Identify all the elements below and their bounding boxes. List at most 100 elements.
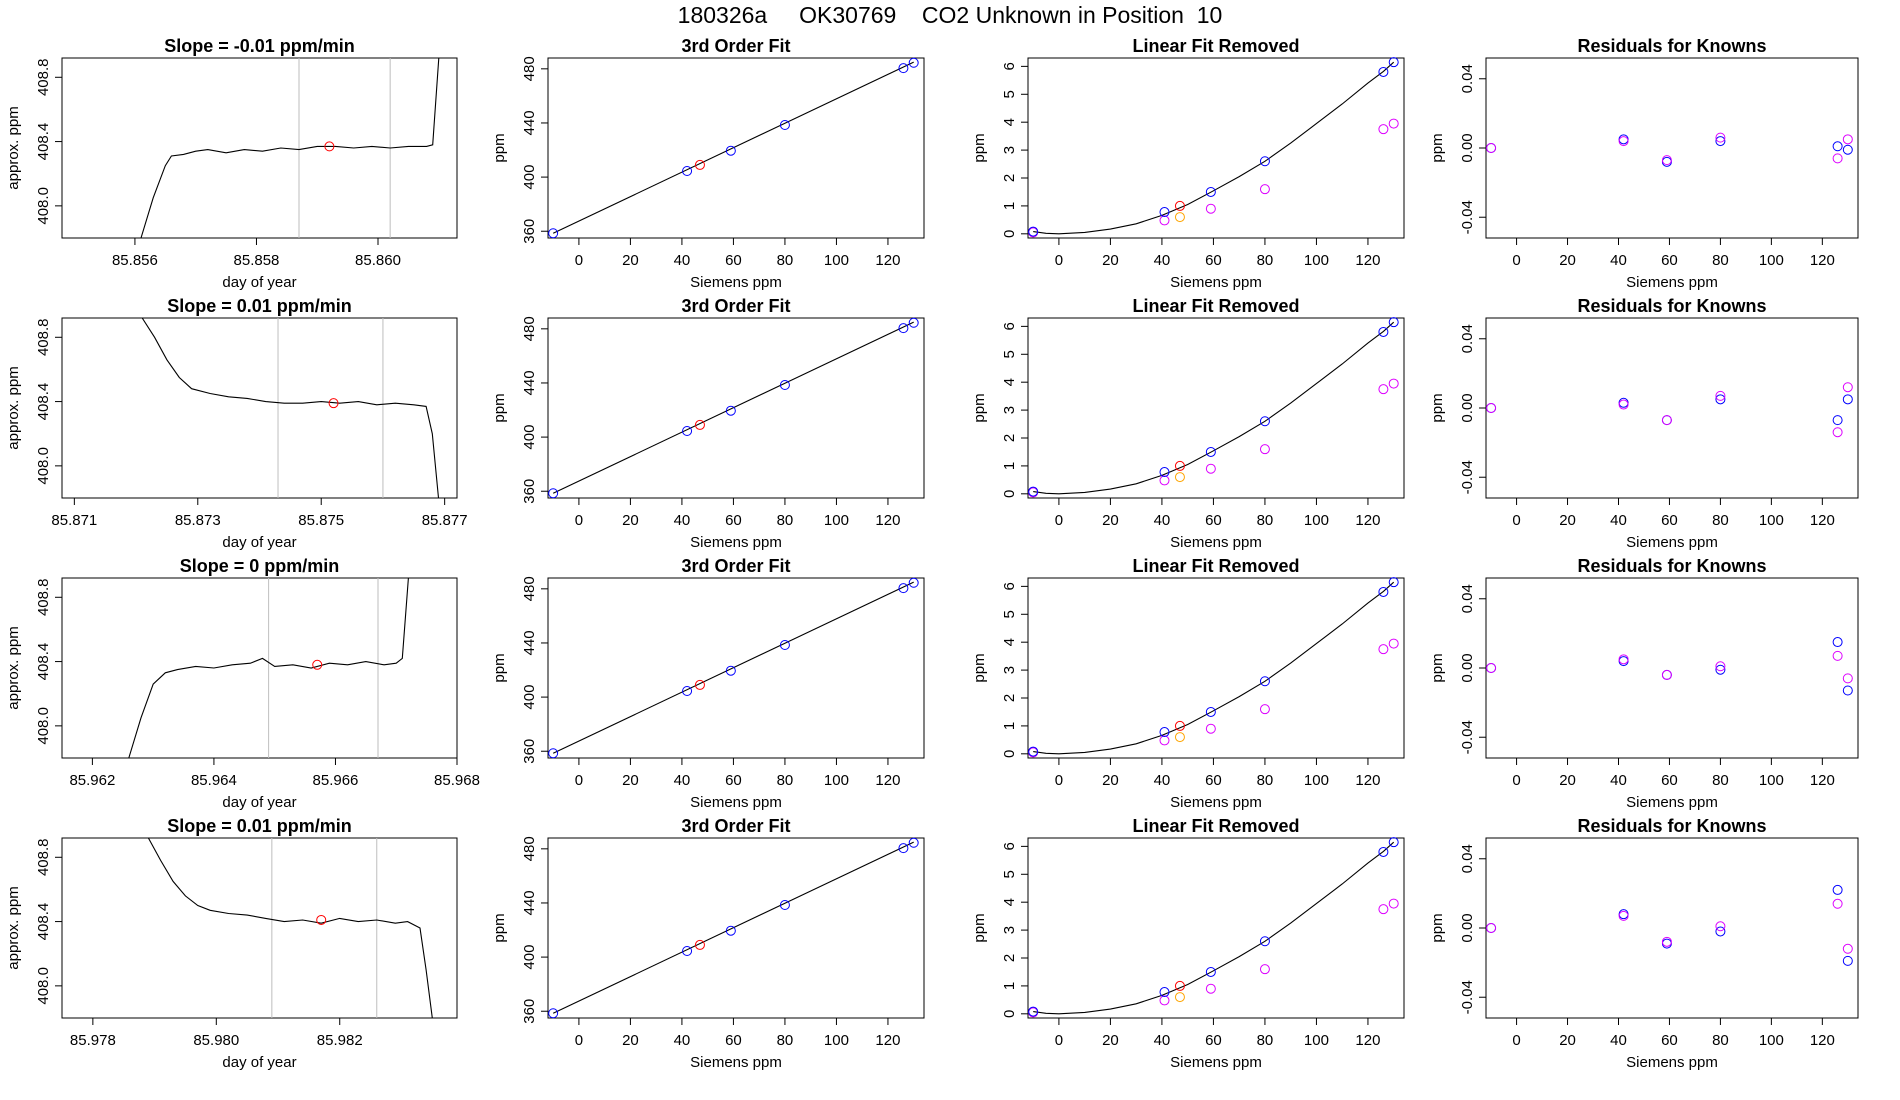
y-tick-label: 440 xyxy=(521,890,538,915)
y-tick-label: 2 xyxy=(1001,174,1018,182)
y-tick-label: -0.04 xyxy=(1459,980,1476,1014)
plot-frame xyxy=(547,317,925,499)
x-tick-label: 60 xyxy=(1661,1032,1678,1049)
residual-point-blue xyxy=(1842,144,1853,155)
x-tick-label: 100 xyxy=(1304,772,1329,789)
x-tick-label: 0 xyxy=(1512,772,1520,789)
y-tick-label: 408.8 xyxy=(35,59,52,97)
known-standard-point xyxy=(1205,186,1216,197)
residual-point-blue xyxy=(1715,136,1726,147)
y-tick-label: 1 xyxy=(1001,982,1018,990)
x-tick-label: 120 xyxy=(875,252,900,269)
residual-point-magenta xyxy=(1486,663,1497,673)
residual-point-magenta xyxy=(1618,399,1629,410)
y-tick-label: 1 xyxy=(1001,202,1018,210)
y-tick-label: 3 xyxy=(1001,926,1018,934)
y-axis-label: ppm xyxy=(491,133,508,162)
y-tick-label: 0 xyxy=(1001,1010,1018,1018)
known-standard-point xyxy=(779,119,790,130)
x-tick-label: 85.966 xyxy=(313,772,359,789)
x-tick-label: 120 xyxy=(1355,252,1380,269)
unknown-sample-point xyxy=(694,419,705,430)
plot-frame xyxy=(1027,317,1405,499)
alt-fit-point xyxy=(1378,904,1389,915)
known-standard-point xyxy=(1259,416,1270,427)
y-tick-label: 480 xyxy=(521,576,538,601)
x-tick-label: 20 xyxy=(1102,512,1119,529)
x-tick-label: 85.962 xyxy=(69,772,115,789)
alt-fit-point xyxy=(1259,704,1270,715)
residual-point-magenta xyxy=(1832,153,1843,164)
y-tick-label: 0.00 xyxy=(1459,133,1476,162)
known-standard-point xyxy=(898,323,909,334)
y-tick-label: 408.4 xyxy=(35,383,52,421)
x-axis-label: day of year xyxy=(222,274,296,291)
residual-point-blue xyxy=(1832,884,1843,895)
known-standard-point xyxy=(1159,207,1170,218)
x-tick-label: 60 xyxy=(725,1032,742,1049)
x-tick-label: 85.860 xyxy=(355,252,401,269)
x-tick-label: 40 xyxy=(674,252,691,269)
plot-frame xyxy=(61,577,458,759)
x-tick-label: 60 xyxy=(725,252,742,269)
fit-line xyxy=(552,321,914,494)
y-tick-label: 400 xyxy=(521,685,538,710)
x-tick-label: 100 xyxy=(1759,252,1784,269)
residual-point-magenta xyxy=(1832,427,1843,438)
y-axis-label: ppm xyxy=(1429,653,1446,682)
plot-title: Linear Fit Removed xyxy=(1132,816,1299,836)
residual-point-blue xyxy=(1832,141,1843,152)
x-tick-label: 100 xyxy=(824,772,849,789)
residual-point-magenta xyxy=(1661,155,1672,166)
x-tick-label: 100 xyxy=(1304,1032,1329,1049)
residual-point-magenta xyxy=(1618,654,1629,665)
x-tick-label: 120 xyxy=(1355,1032,1380,1049)
y-tick-label: 0.04 xyxy=(1459,584,1476,613)
unknown-sample-point xyxy=(1174,460,1185,471)
residual-point-magenta xyxy=(1842,673,1853,684)
y-axis-label: ppm xyxy=(971,133,988,162)
x-tick-label: 120 xyxy=(1810,252,1835,269)
x-axis-label: Siemens ppm xyxy=(1626,1054,1718,1071)
y-axis-label: ppm xyxy=(971,653,988,682)
y-tick-label: 360 xyxy=(521,219,538,244)
y-tick-label: 1 xyxy=(1001,722,1018,730)
known-standard-point xyxy=(898,583,909,594)
alt-fit-point xyxy=(1205,983,1216,994)
known-standard-point xyxy=(1388,57,1399,68)
known-standard-point xyxy=(725,145,736,156)
alt-fit-point xyxy=(1259,964,1270,975)
known-standard-point xyxy=(1205,966,1216,977)
plot-frame xyxy=(1485,837,1859,1019)
x-tick-label: 120 xyxy=(875,772,900,789)
residual-point-magenta xyxy=(1486,143,1497,153)
plot-title: Residuals for Knowns xyxy=(1577,296,1766,316)
y-tick-label: 408.8 xyxy=(35,319,52,357)
x-tick-label: 0 xyxy=(1055,1032,1063,1049)
residual-curve xyxy=(1033,61,1395,235)
alt-fit-point xyxy=(1378,644,1389,655)
x-tick-label: 0 xyxy=(575,772,583,789)
y-tick-label: 0 xyxy=(1001,490,1018,498)
y-tick-label: 400 xyxy=(521,425,538,450)
mean-point xyxy=(324,141,335,152)
known-standard-point xyxy=(1388,577,1399,588)
x-axis-label: Siemens ppm xyxy=(690,794,782,811)
plot-frame xyxy=(1027,577,1405,759)
y-tick-label: 4 xyxy=(1001,898,1018,906)
known-standard-point xyxy=(1205,446,1216,457)
y-tick-label: -0.04 xyxy=(1459,720,1476,754)
y-tick-label: 408.4 xyxy=(35,643,52,681)
mean-point xyxy=(328,398,339,409)
known-standard-point xyxy=(682,686,693,697)
plot-title: Linear Fit Removed xyxy=(1132,296,1299,316)
y-tick-label: 408.0 xyxy=(35,707,52,745)
alt-fit-point xyxy=(1205,723,1216,734)
x-tick-label: 20 xyxy=(622,1032,639,1049)
y-tick-label: 4 xyxy=(1001,638,1018,646)
plot-title: 3rd Order Fit xyxy=(681,296,790,316)
alt-fit-point xyxy=(1388,118,1399,129)
x-tick-label: 80 xyxy=(1257,512,1274,529)
y-tick-label: 408.0 xyxy=(35,187,52,225)
x-tick-label: 85.982 xyxy=(317,1032,363,1049)
